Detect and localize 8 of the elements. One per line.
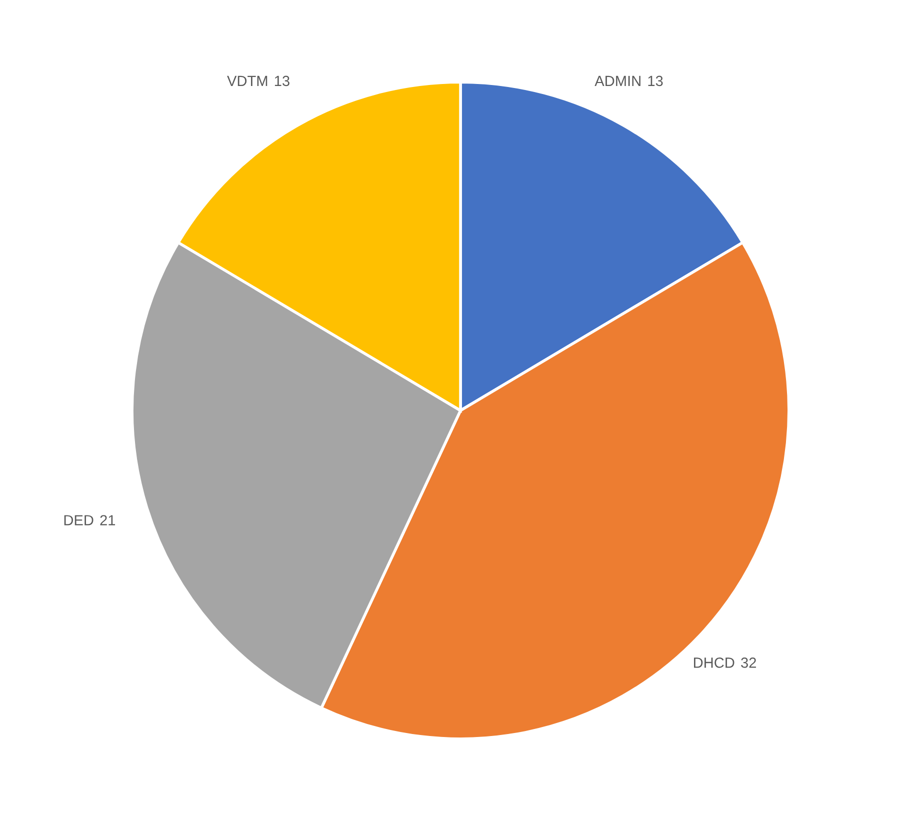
data-label: 13	[274, 76, 290, 86]
slice-label: VDTM	[227, 76, 268, 86]
slice-label: DHCD	[694, 658, 734, 668]
slice-label: ADMIN	[594, 76, 640, 86]
slice-label: DED	[64, 515, 94, 526]
data-label: 32	[741, 658, 756, 668]
data-label: 13	[648, 76, 663, 86]
data-label: 21	[100, 515, 116, 526]
